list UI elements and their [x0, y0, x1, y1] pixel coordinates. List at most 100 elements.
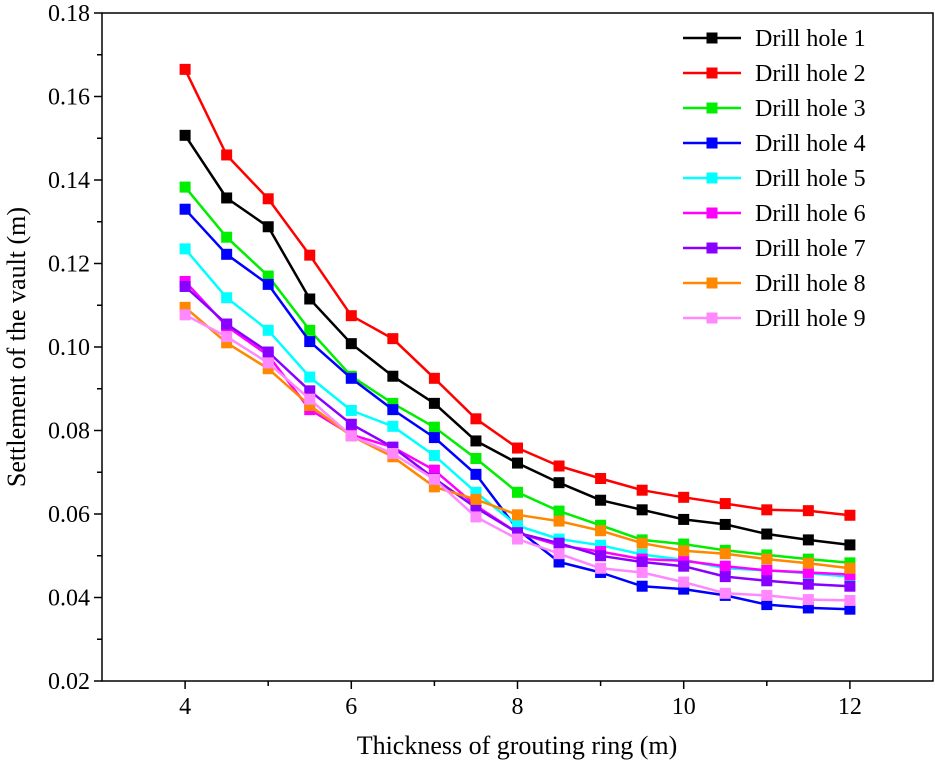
series-layer: [179, 63, 856, 615]
legend-marker: [706, 277, 718, 289]
data-point: [470, 452, 482, 464]
y-tick-label: 0.08: [48, 419, 90, 445]
data-point: [470, 413, 482, 425]
data-point: [179, 280, 191, 292]
data-point: [470, 468, 482, 480]
data-point: [428, 432, 440, 444]
data-point: [345, 404, 357, 416]
data-point: [802, 578, 814, 590]
data-point: [553, 556, 565, 568]
data-point: [428, 372, 440, 384]
y-axis-label: Settlement of the vault (m): [2, 207, 31, 487]
data-point: [678, 538, 690, 550]
data-point: [595, 473, 607, 485]
data-point: [387, 370, 399, 382]
data-point: [221, 318, 233, 330]
x-axis-label: Thickness of grouting ring (m): [357, 731, 678, 760]
legend-label: Drill hole 7: [755, 236, 866, 262]
data-point: [387, 441, 399, 453]
data-point: [636, 537, 648, 549]
data-point: [262, 278, 274, 290]
legend-label: Drill hole 1: [755, 26, 866, 52]
y-tick-label: 0.12: [48, 252, 90, 278]
data-point: [304, 393, 316, 405]
series-line: [184, 208, 850, 611]
legend-item: Drill hole 2: [683, 61, 866, 87]
data-point: [262, 363, 274, 375]
data-point: [512, 520, 523, 532]
data-point: [719, 498, 731, 510]
series-line: [184, 134, 851, 547]
legend-item: Drill hole 7: [683, 236, 866, 262]
legend-label: Drill hole 4: [755, 131, 866, 157]
data-point: [179, 309, 191, 321]
data-point: [345, 338, 357, 350]
data-point: [387, 397, 399, 409]
data-point: [595, 550, 607, 562]
data-point: [345, 418, 357, 430]
data-point: [595, 562, 607, 574]
data-point: [761, 589, 773, 601]
legend-label: Drill hole 6: [755, 201, 866, 227]
data-point: [761, 599, 773, 611]
legend-marker: [706, 312, 718, 324]
data-point: [595, 525, 607, 537]
data-point: [428, 481, 440, 493]
data-point: [719, 560, 731, 572]
y-tick-label: 0.04: [48, 586, 90, 612]
legend-label: Drill hole 9: [755, 306, 866, 332]
data-point: [553, 477, 565, 489]
data-point: [802, 505, 814, 517]
data-point: [304, 399, 316, 411]
data-point: [844, 562, 856, 574]
data-point: [553, 548, 565, 560]
data-point: [719, 548, 731, 560]
data-point: [761, 528, 773, 540]
data-point: [678, 491, 690, 503]
data-point: [262, 346, 274, 358]
data-point: [844, 509, 856, 521]
legend-item: Drill hole 8: [683, 271, 866, 297]
data-point: [512, 533, 523, 545]
data-point: [221, 337, 233, 349]
data-point: [304, 324, 316, 336]
data-point: [262, 270, 274, 282]
legend-marker: [706, 242, 718, 254]
data-point: [512, 509, 523, 521]
series-drill-hole-1: [179, 129, 856, 551]
x-tick-label: 4: [179, 694, 191, 720]
data-point: [802, 594, 814, 606]
data-point: [221, 149, 233, 161]
data-point: [428, 397, 440, 409]
y-tick-label: 0.14: [48, 168, 90, 194]
x-tick-label: 10: [672, 694, 696, 720]
legend-item: Drill hole 3: [683, 96, 866, 122]
legend-marker: [706, 67, 718, 79]
data-point: [221, 292, 233, 304]
data-point: [304, 249, 316, 261]
data-point: [179, 203, 191, 215]
data-point: [844, 594, 856, 606]
series-drill-hole-9: [179, 309, 856, 606]
data-point: [636, 484, 648, 496]
data-point: [387, 447, 399, 459]
data-point: [719, 587, 731, 599]
data-point: [304, 336, 316, 348]
data-point: [844, 580, 856, 592]
data-point: [678, 583, 690, 595]
x-tick-label: 12: [838, 694, 862, 720]
data-point: [761, 553, 773, 565]
data-point: [802, 566, 814, 578]
data-point: [345, 310, 357, 322]
data-point: [304, 371, 316, 383]
data-point: [678, 576, 690, 588]
data-point: [802, 534, 814, 546]
data-point: [512, 486, 523, 498]
legend: Drill hole 1 Drill hole 2 Drill hole 3 Dril…: [683, 26, 866, 332]
data-point: [387, 333, 399, 345]
data-point: [387, 420, 399, 432]
data-point: [512, 527, 523, 539]
legend-item: Drill hole 6: [683, 201, 866, 227]
legend-marker: [706, 172, 718, 184]
